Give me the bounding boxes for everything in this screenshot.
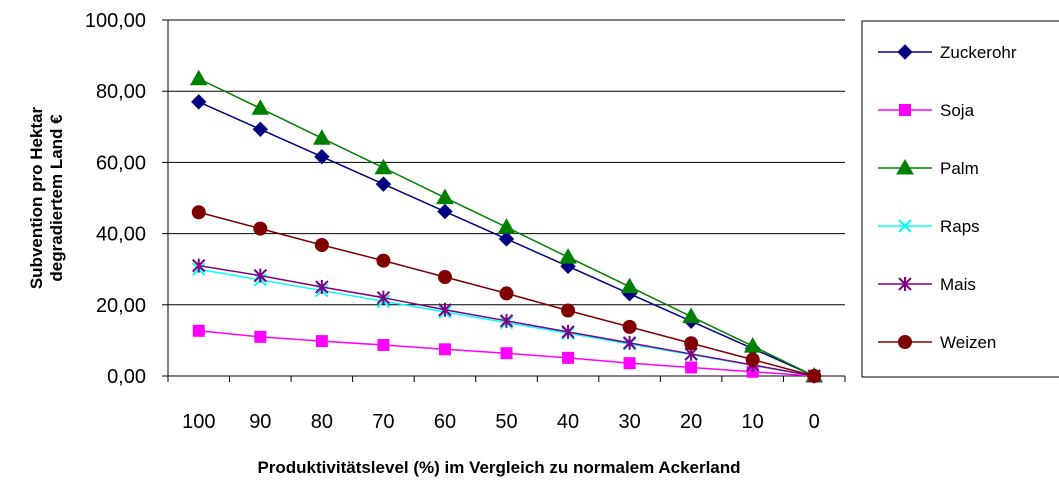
data-point bbox=[376, 253, 391, 268]
x-tick-label: 50 bbox=[495, 411, 517, 433]
y-tick-label: 20,00 bbox=[96, 295, 146, 317]
data-point bbox=[189, 69, 208, 86]
data-point bbox=[254, 330, 267, 343]
data-point bbox=[191, 94, 207, 110]
x-tick-label: 30 bbox=[618, 411, 640, 433]
data-point bbox=[314, 237, 329, 252]
data-point bbox=[898, 277, 912, 291]
legend-label: Mais bbox=[940, 275, 976, 294]
x-tick-label: 80 bbox=[311, 411, 333, 433]
y-tick-label: 0,00 bbox=[107, 366, 146, 388]
y-axis-title: Subvention pro Hektar degradiertem Land … bbox=[27, 106, 66, 289]
series-weizen bbox=[191, 205, 822, 383]
data-point bbox=[500, 347, 513, 360]
data-point bbox=[437, 203, 453, 220]
legend-box bbox=[861, 20, 1059, 378]
data-point bbox=[192, 324, 205, 337]
legend-label: Weizen bbox=[940, 333, 996, 352]
data-point bbox=[898, 219, 912, 233]
series-mais bbox=[192, 258, 821, 383]
legend-label: Palm bbox=[940, 159, 979, 178]
y-tick-label: 80,00 bbox=[96, 81, 146, 103]
grid-lines bbox=[168, 19, 845, 306]
data-point bbox=[315, 280, 329, 294]
x-axis-title: Produktivitätslevel (%) im Vergleich zu … bbox=[257, 458, 740, 477]
series-zuckerohr bbox=[191, 94, 822, 384]
data-point bbox=[251, 99, 270, 115]
data-point bbox=[437, 270, 452, 285]
data-point bbox=[499, 313, 514, 328]
y-tick-label: 60,00 bbox=[96, 152, 146, 174]
data-point bbox=[684, 336, 699, 351]
data-point bbox=[499, 286, 514, 301]
data-point bbox=[622, 319, 637, 334]
legend-label: Raps bbox=[940, 217, 980, 236]
data-point bbox=[807, 369, 822, 383]
data-point bbox=[252, 121, 269, 137]
data-point bbox=[745, 352, 760, 367]
y-tick-label: 100,00 bbox=[85, 10, 146, 32]
data-point bbox=[375, 176, 392, 192]
data-point bbox=[561, 324, 575, 339]
data-point bbox=[315, 335, 328, 348]
legend: Zuckerohr Soja Palm Raps Mais Weizen bbox=[861, 20, 1059, 378]
y-axis-title-line2: degradiertem Land € bbox=[47, 114, 66, 282]
legend-item: Weizen bbox=[878, 333, 996, 352]
axes bbox=[162, 19, 846, 382]
series-palm bbox=[189, 69, 824, 383]
data-point bbox=[897, 44, 913, 60]
legend-label: Soja bbox=[940, 101, 975, 120]
data-point bbox=[253, 221, 268, 236]
series-lines bbox=[189, 69, 824, 384]
data-point bbox=[743, 337, 762, 353]
data-point bbox=[436, 188, 454, 205]
data-point bbox=[898, 335, 912, 349]
x-tick-label: 20 bbox=[680, 411, 702, 433]
data-point bbox=[622, 335, 637, 350]
data-point bbox=[253, 268, 268, 283]
legend-item: Zuckerohr bbox=[878, 43, 1017, 62]
data-point bbox=[896, 158, 914, 175]
data-point bbox=[376, 290, 391, 305]
legend-item: Palm bbox=[878, 158, 979, 178]
legend-item: Raps bbox=[878, 217, 980, 236]
y-axis-title-line1: Subvention pro Hektar bbox=[27, 106, 46, 289]
data-point bbox=[623, 357, 636, 370]
y-tick-label: 40,00 bbox=[96, 224, 146, 246]
x-tick-label: 0 bbox=[809, 411, 820, 433]
data-point bbox=[497, 218, 516, 234]
data-point bbox=[314, 148, 330, 165]
data-point bbox=[192, 258, 206, 273]
x-tick-label: 60 bbox=[434, 411, 456, 433]
legend-label: Zuckerohr bbox=[940, 43, 1017, 62]
data-point bbox=[438, 302, 452, 317]
x-tick-label: 90 bbox=[249, 411, 271, 433]
data-point bbox=[498, 231, 515, 247]
data-point bbox=[562, 351, 575, 364]
legend-item: Mais bbox=[878, 275, 976, 294]
data-point bbox=[685, 361, 698, 374]
data-point bbox=[374, 158, 393, 175]
legend-item: Soja bbox=[878, 101, 975, 120]
data-point bbox=[438, 343, 451, 356]
x-tick-label: 100 bbox=[182, 411, 215, 433]
data-point bbox=[191, 205, 206, 220]
data-point bbox=[561, 303, 576, 318]
data-point bbox=[620, 277, 639, 294]
data-point bbox=[377, 339, 390, 352]
x-tick-label: 70 bbox=[372, 411, 394, 433]
data-point bbox=[559, 248, 577, 264]
x-tick-label: 40 bbox=[557, 411, 579, 433]
data-point bbox=[682, 307, 700, 324]
x-tick-label: 10 bbox=[742, 411, 764, 433]
data-point bbox=[313, 129, 331, 145]
data-point bbox=[899, 104, 911, 116]
